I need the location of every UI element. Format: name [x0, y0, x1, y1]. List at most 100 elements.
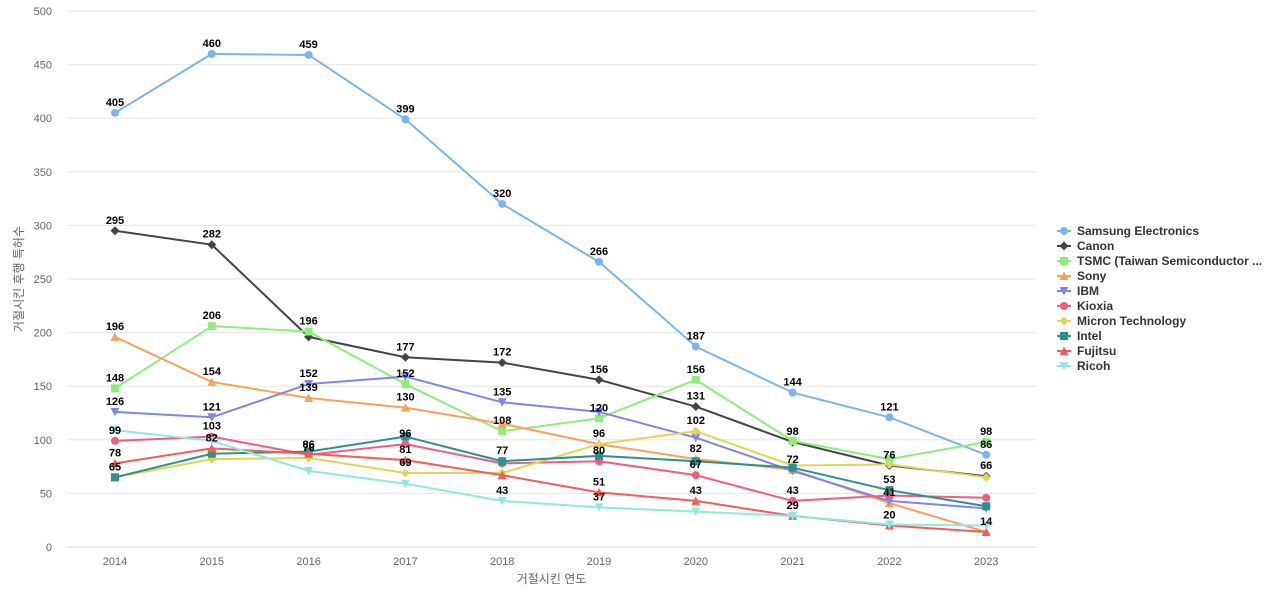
data-point[interactable] [401, 440, 410, 449]
data-point[interactable] [110, 226, 120, 236]
data-point[interactable] [982, 437, 991, 446]
data-point[interactable] [691, 375, 700, 384]
legend-marker[interactable] [1059, 316, 1069, 326]
data-point[interactable] [788, 463, 797, 472]
data-point[interactable] [884, 459, 894, 469]
data-point[interactable] [594, 439, 604, 449]
data-point[interactable] [304, 449, 314, 458]
data-point[interactable] [691, 507, 701, 517]
data-point[interactable] [595, 414, 603, 423]
data-point[interactable] [400, 352, 410, 362]
data-point[interactable] [497, 358, 507, 368]
series-line[interactable] [114, 52, 988, 456]
legend-item[interactable]: IBM [1057, 284, 1099, 298]
legend-marker[interactable] [1060, 302, 1068, 310]
data-point[interactable] [981, 527, 991, 536]
data-point[interactable] [401, 432, 410, 441]
data-point[interactable] [110, 426, 120, 435]
legend-item[interactable]: Micron Technology [1057, 314, 1186, 328]
data-point[interactable] [691, 402, 701, 412]
data-point[interactable] [304, 380, 314, 389]
series-line[interactable] [114, 430, 988, 479]
data-point[interactable] [595, 257, 603, 266]
data-point[interactable] [594, 503, 604, 512]
data-point[interactable] [304, 50, 313, 59]
series-samsung-electronics[interactable] [111, 49, 991, 459]
data-point[interactable] [207, 413, 217, 422]
data-point[interactable] [304, 327, 313, 336]
data-point[interactable] [207, 49, 216, 58]
data-point[interactable] [207, 240, 217, 250]
legend-marker[interactable] [1060, 227, 1068, 235]
series-line[interactable] [114, 429, 988, 527]
data-point[interactable] [111, 473, 119, 482]
series-sony[interactable] [110, 332, 991, 536]
legend-marker[interactable] [1060, 332, 1068, 340]
data-point[interactable] [885, 455, 894, 464]
data-point[interactable] [207, 449, 216, 458]
data-point[interactable] [982, 502, 991, 511]
data-point[interactable] [691, 426, 701, 436]
data-point[interactable] [691, 457, 700, 466]
data-point[interactable] [884, 520, 894, 529]
data-point[interactable] [594, 407, 604, 417]
data-point[interactable] [691, 433, 701, 443]
data-point[interactable] [885, 413, 894, 422]
legend-marker[interactable] [1059, 287, 1069, 296]
series-intel[interactable] [111, 432, 991, 511]
data-point[interactable] [207, 377, 217, 386]
series-line[interactable] [114, 335, 988, 533]
data-point[interactable] [304, 393, 314, 402]
legend-marker[interactable] [1059, 346, 1069, 356]
data-point[interactable] [497, 496, 507, 506]
data-point[interactable] [207, 322, 216, 331]
legend-marker[interactable] [1059, 362, 1069, 371]
data-point[interactable] [788, 496, 797, 505]
data-point[interactable] [401, 380, 410, 389]
data-point[interactable] [885, 486, 894, 495]
data-point[interactable] [497, 470, 507, 480]
series-ricoh[interactable] [110, 426, 991, 531]
data-point[interactable] [110, 332, 120, 341]
legend-item[interactable]: Kioxia [1057, 299, 1113, 313]
data-point[interactable] [981, 521, 991, 531]
data-point[interactable] [497, 419, 507, 428]
series-line[interactable] [114, 435, 988, 508]
data-point[interactable] [788, 388, 797, 397]
legend-item[interactable]: Fujitsu [1057, 344, 1116, 358]
data-point[interactable] [111, 384, 119, 393]
data-point[interactable] [400, 468, 410, 478]
series-line[interactable] [114, 435, 988, 502]
legend-item[interactable]: Ricoh [1057, 359, 1110, 373]
data-point[interactable] [401, 115, 410, 124]
legend-item[interactable]: Intel [1057, 329, 1102, 343]
data-point[interactable] [982, 450, 991, 459]
data-point[interactable] [982, 493, 991, 502]
data-point[interactable] [110, 407, 120, 417]
legend-item[interactable]: Samsung Electronics [1057, 224, 1199, 238]
legend-marker[interactable] [1060, 257, 1068, 265]
series-line[interactable] [114, 229, 988, 478]
series-line[interactable] [114, 375, 988, 510]
data-point[interactable] [400, 372, 410, 382]
data-point[interactable] [884, 496, 894, 506]
data-point[interactable] [207, 443, 217, 453]
data-point[interactable] [594, 375, 604, 385]
data-point[interactable] [691, 471, 700, 480]
data-point[interactable] [400, 455, 410, 465]
data-point[interactable] [691, 342, 700, 351]
data-point[interactable] [595, 451, 603, 460]
data-point[interactable] [594, 487, 604, 497]
data-point[interactable] [788, 511, 798, 521]
data-point[interactable] [207, 436, 217, 446]
legend-item[interactable]: Sony [1057, 269, 1107, 283]
series-kioxia[interactable] [111, 432, 991, 505]
data-point[interactable] [111, 436, 119, 445]
data-point[interactable] [498, 457, 507, 466]
series-line[interactable] [114, 325, 988, 461]
data-point[interactable] [400, 479, 410, 489]
legend-marker[interactable] [1059, 241, 1069, 251]
series-tsmc-taiwan-semiconductor[interactable] [111, 322, 991, 464]
data-point[interactable] [400, 403, 410, 412]
